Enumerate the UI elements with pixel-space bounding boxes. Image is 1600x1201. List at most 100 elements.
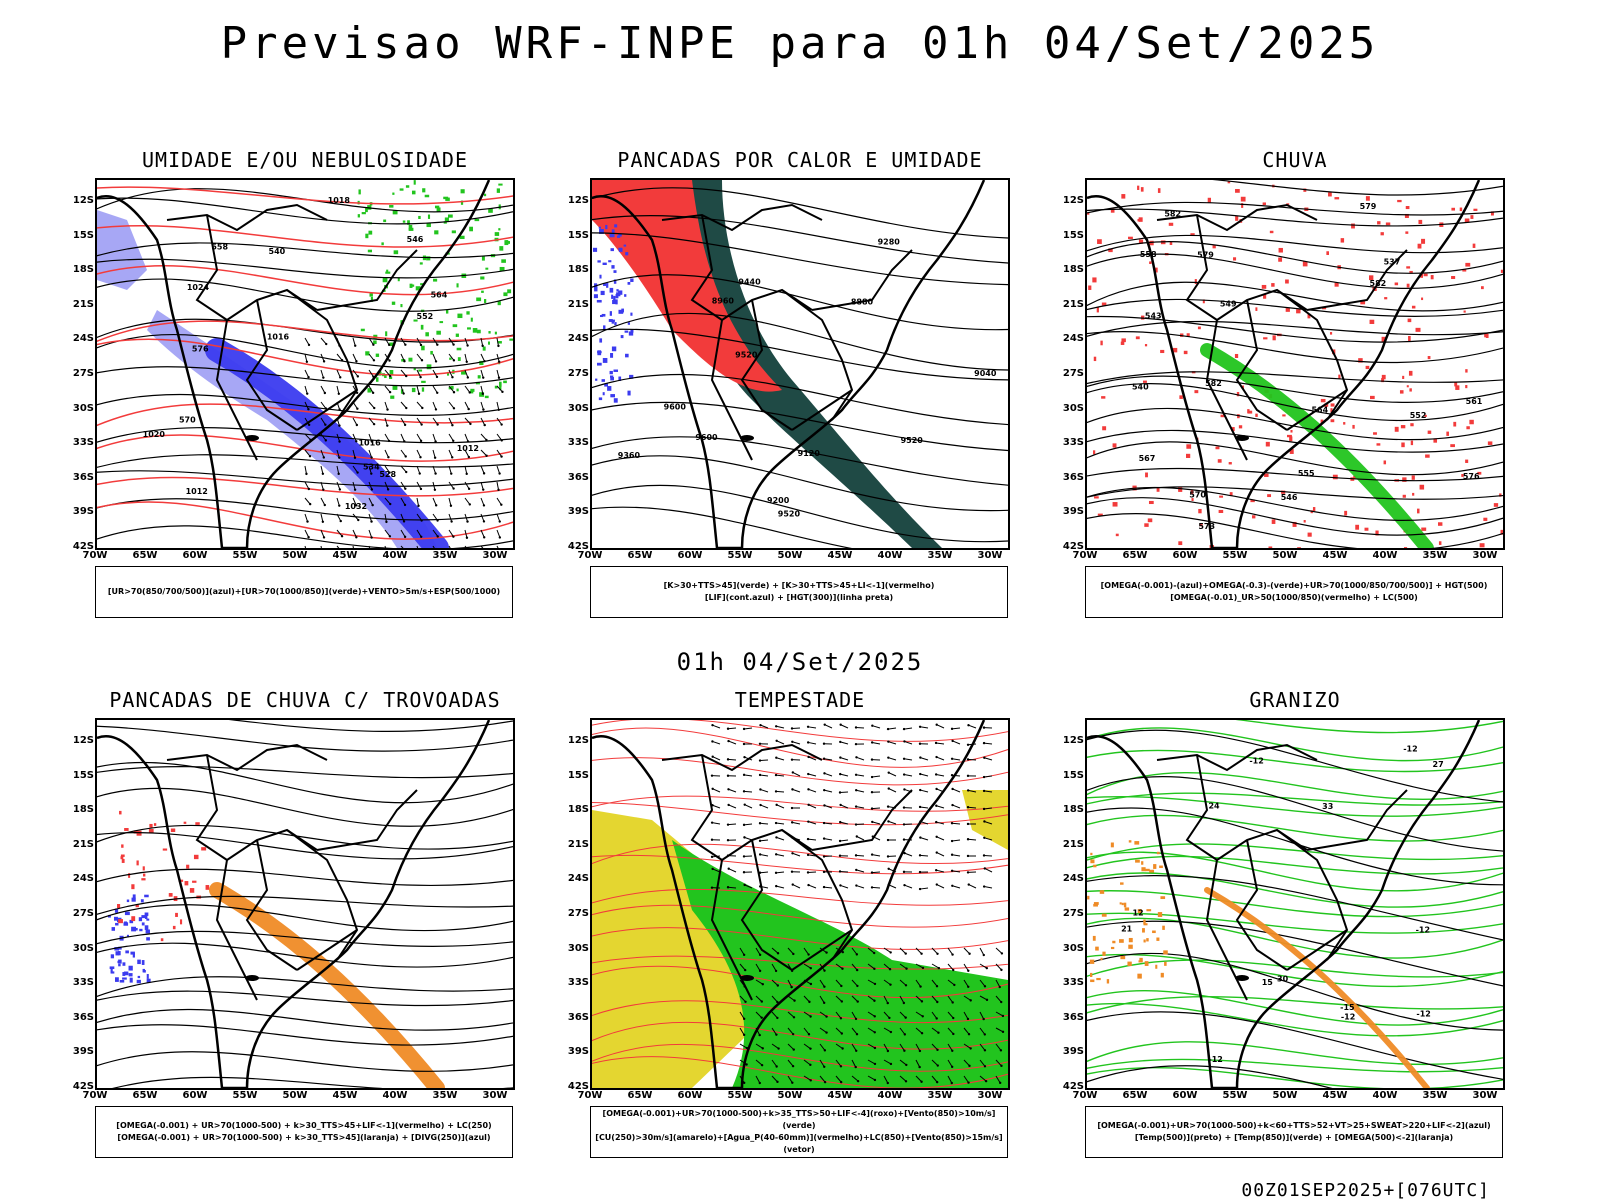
contour-line <box>97 833 513 859</box>
lon-tick-label: 45W <box>325 1090 365 1101</box>
contour-label: 9360 <box>618 451 641 460</box>
contour-line <box>97 896 513 917</box>
contour-label: 1020 <box>143 430 166 439</box>
lat-tick-label: 39S <box>553 506 589 517</box>
contour-line <box>97 1052 513 1072</box>
lat-tick-label: 12S <box>1048 735 1084 746</box>
contour-line <box>97 788 513 826</box>
lat-tick-label: 18S <box>553 264 589 275</box>
contour-label: 546 <box>407 235 424 244</box>
lon-tick-label: 60W <box>670 550 710 561</box>
lat-tick-label: 27S <box>58 908 94 919</box>
legend-line: [Temp(500)](preto) + [Temp(850)](verde) … <box>1090 1132 1498 1144</box>
contour-label: 543 <box>1145 312 1162 321</box>
lat-tick-label: 24S <box>1048 333 1084 344</box>
lon-tick-label: 65W <box>620 550 660 561</box>
contour-label: -12 <box>1341 1012 1355 1021</box>
lon-tick-label: 30W <box>1465 550 1505 561</box>
contour-line <box>97 767 513 778</box>
lon-tick-label: 65W <box>620 1090 660 1101</box>
contour-label: 552 <box>417 312 434 321</box>
contour-line <box>1087 180 1503 195</box>
lon-tick-label: 55W <box>720 550 760 561</box>
lat-tick-label: 27S <box>553 908 589 919</box>
contour-label: 9040 <box>974 369 997 378</box>
map-svg: 5825795765735705675645615585555525495465… <box>1087 180 1503 548</box>
lat-tick-label: 39S <box>58 1046 94 1057</box>
contour-label: 1024 <box>187 283 210 292</box>
country-border <box>662 745 822 770</box>
panel-legend: [OMEGA(-0.001) + UR>70(1000-500) + k>30_… <box>95 1106 513 1158</box>
legend-line: [CU(250)>30m/s](amarelo)+[Agua_P(40-60mm… <box>595 1132 1003 1156</box>
lat-tick-label: 33S <box>1048 437 1084 448</box>
lon-tick-label: 30W <box>970 550 1010 561</box>
contour-label: 576 <box>1463 472 1480 481</box>
contour-line <box>97 367 513 386</box>
lat-tick-label: 33S <box>553 437 589 448</box>
lat-tick-label: 30S <box>58 403 94 414</box>
contour-line <box>1087 1066 1503 1088</box>
contour-line <box>1087 844 1503 864</box>
contour-label: 9600 <box>664 403 687 412</box>
lon-tick-label: 35W <box>425 1090 465 1101</box>
lon-tick-label: 60W <box>1165 550 1205 561</box>
lake <box>740 435 754 441</box>
lat-tick-label: 24S <box>553 333 589 344</box>
lat-tick-label: 18S <box>58 804 94 815</box>
panel-legend: [UR>70(850/700/500)](azul)+[UR>70(1000/8… <box>95 566 513 618</box>
contour-label: 1016 <box>267 332 290 341</box>
contour-label: 30 <box>1277 975 1289 984</box>
panel-title: PANCADAS DE CHUVA C/ TROVOADAS <box>95 688 515 712</box>
contour-line <box>97 266 513 295</box>
lat-tick-label: 39S <box>553 1046 589 1057</box>
contour-line <box>592 313 1008 370</box>
contour-label: 537 <box>1384 257 1401 266</box>
legend-line: [OMEGA(-0.001)+UR>70(1000-500)+k<60+TTS>… <box>1090 1120 1498 1132</box>
panel-title: GRANIZO <box>1085 688 1505 712</box>
contour-line <box>97 905 513 931</box>
contour-line <box>1087 960 1503 980</box>
legend-line: [LIF](cont.azul) + [HGT(300)](linha pret… <box>595 592 1003 604</box>
lat-tick-label: 33S <box>553 977 589 988</box>
contour-label: 540 <box>269 247 286 256</box>
contour-label: 1032 <box>345 502 367 511</box>
country-border <box>1157 745 1317 770</box>
coastline <box>97 720 489 1088</box>
lat-tick-label: 24S <box>58 333 94 344</box>
contour-label: 552 <box>1410 411 1427 420</box>
contour-label: 8880 <box>851 297 874 306</box>
lat-tick-label: 21S <box>1048 299 1084 310</box>
contour-label: 582 <box>1370 279 1387 288</box>
lat-tick-label: 21S <box>58 299 94 310</box>
contour-label: 558 <box>211 242 228 251</box>
lon-tick-label: 50W <box>275 550 315 561</box>
contour-line <box>592 329 1008 380</box>
contour-line <box>97 825 513 849</box>
contour-line <box>97 977 513 1000</box>
lon-tick-label: 65W <box>1115 1090 1155 1101</box>
lon-tick-label: 45W <box>325 550 365 561</box>
lat-tick-label: 36S <box>58 472 94 483</box>
panel-title: CHUVA <box>1085 148 1505 172</box>
lat-tick-label: 21S <box>553 839 589 850</box>
contour-label: 9520 <box>778 509 801 518</box>
map-svg: 1012101610201024103210121016101857657056… <box>97 180 513 548</box>
lat-tick-label: 18S <box>1048 264 1084 275</box>
lat-tick-label: 21S <box>1048 839 1084 850</box>
lon-tick-label: 35W <box>1415 550 1455 561</box>
lat-tick-label: 39S <box>58 506 94 517</box>
lat-tick-label: 15S <box>58 230 94 241</box>
lat-tick-label: 30S <box>553 403 589 414</box>
contour-label: 564 <box>431 290 448 299</box>
contour-label: 534 <box>363 462 380 471</box>
lon-tick-label: 30W <box>1465 1090 1505 1101</box>
contour-line <box>592 758 1008 785</box>
contour-line <box>592 802 1008 824</box>
lat-tick-label: 15S <box>553 230 589 241</box>
contour-label: 558 <box>1140 250 1157 259</box>
contour-line <box>592 720 1008 741</box>
contour-line <box>97 991 513 1005</box>
